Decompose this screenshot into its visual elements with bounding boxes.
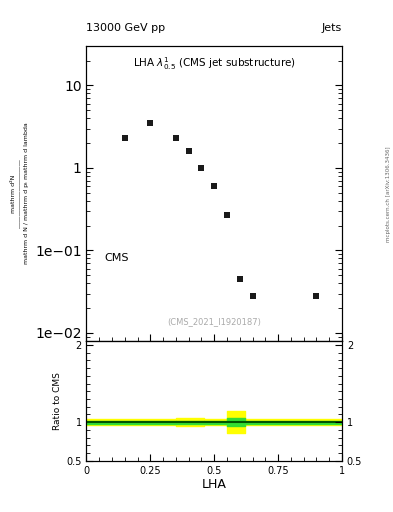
Text: LHA $\lambda^{1}_{0.5}$ (CMS jet substructure): LHA $\lambda^{1}_{0.5}$ (CMS jet substru… (133, 55, 296, 72)
Text: (CMS_2021_I1920187): (CMS_2021_I1920187) (167, 317, 261, 326)
Text: Jets: Jets (321, 23, 342, 33)
Point (185, 147, 192, 155)
Y-axis label: Ratio to CMS: Ratio to CMS (53, 372, 62, 430)
Point (147, 119, 153, 127)
Point (313, 292, 320, 300)
Text: CMS: CMS (105, 252, 129, 263)
Text: mcplots.cern.ch [arXiv:1306.3436]: mcplots.cern.ch [arXiv:1306.3436] (386, 147, 391, 242)
Point (224, 211, 230, 219)
Point (237, 275, 243, 283)
Text: 13000 GeV pp: 13000 GeV pp (86, 23, 165, 33)
Point (211, 182, 217, 190)
X-axis label: LHA: LHA (202, 478, 227, 492)
Point (122, 134, 128, 142)
Y-axis label: mathrm d²N
―――――――――――
mathrm d N / mathrm d pₜ mathrm d lambda: mathrm d²N ――――――――――― mathrm d N / math… (11, 123, 29, 264)
Point (198, 164, 205, 172)
Point (173, 134, 179, 142)
Point (250, 292, 256, 300)
